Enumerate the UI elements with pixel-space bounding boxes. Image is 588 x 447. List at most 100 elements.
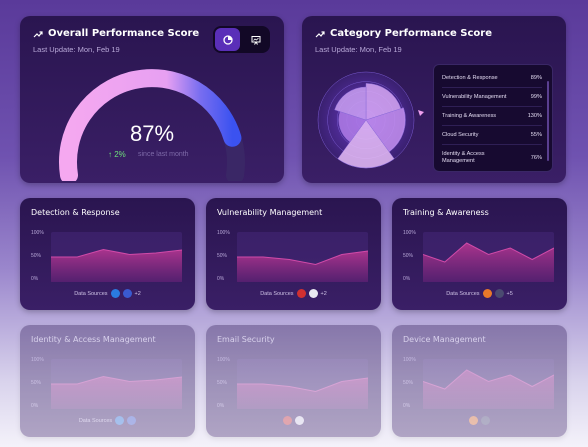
- data-sources-more[interactable]: +5: [506, 290, 513, 297]
- overall-gauge: [59, 69, 245, 181]
- data-sources-label: Data Sources: [446, 290, 480, 297]
- category-name: Detection & Response: [442, 74, 498, 81]
- area-series: [51, 249, 182, 282]
- category-row[interactable]: Cloud Security 55%: [442, 126, 542, 145]
- overall-title-text: Overall Performance Score: [48, 28, 200, 39]
- y-tick-label: 100%: [31, 357, 44, 363]
- y-tick-label: 0%: [217, 403, 225, 409]
- y-tick-label: 100%: [403, 357, 416, 363]
- area-chart-plot: [423, 232, 554, 282]
- category-value: 89%: [530, 75, 542, 81]
- y-tick-label: 100%: [217, 357, 230, 363]
- category-row[interactable]: Training & Awareness 130%: [442, 107, 542, 126]
- data-sources-more[interactable]: +2: [320, 290, 327, 297]
- category-name: Identity & Access Management: [442, 150, 485, 164]
- area-series-line: [423, 242, 554, 263]
- category-chart-card[interactable]: Device Management 100% 50% 0%: [392, 325, 567, 437]
- fox-icon: [469, 416, 478, 425]
- area-series-line: [237, 377, 368, 393]
- category-list[interactable]: Detection & Response 89% Vulnerability Ma…: [433, 64, 553, 172]
- area-series: [423, 243, 554, 282]
- presentation-view-button[interactable]: [243, 28, 268, 51]
- radial-wedge: [365, 107, 406, 153]
- category-name: Training & Awareness: [442, 112, 497, 119]
- area-chart-svg: [237, 377, 368, 409]
- category-value: 55%: [530, 132, 542, 138]
- area-chart-plot: [51, 232, 182, 282]
- badge-icon: [127, 416, 137, 425]
- score-change-note: since last month: [138, 151, 189, 158]
- category-card-title: Category Performance Score: [315, 28, 492, 39]
- data-sources: Data Sources +2: [20, 289, 195, 298]
- area-series-line: [51, 375, 182, 385]
- pointer-icon: [418, 110, 424, 116]
- category-chart-card[interactable]: Detection & Response 100% 50% 0% Data Source…: [20, 198, 195, 310]
- slash-icon: [283, 416, 292, 425]
- category-list-scrollbar[interactable]: [547, 81, 549, 161]
- score-change: ↑ 2%: [108, 150, 126, 159]
- radial-wedge: [337, 119, 395, 169]
- overall-performance-card: Overall Performance Score Last Update: M…: [20, 16, 284, 183]
- data-sources-label: Data Sources: [260, 290, 294, 297]
- radial-wedge: [365, 83, 402, 121]
- data-sources: Data Sources: [20, 416, 195, 425]
- shield-outline-icon: [481, 416, 490, 425]
- area-series: [237, 251, 368, 282]
- area-series-line: [51, 248, 182, 258]
- category-last-update: Last Update: Mon, Feb 19: [315, 45, 402, 54]
- pie-chart-view-button[interactable]: [215, 28, 240, 51]
- y-tick-label: 100%: [403, 230, 416, 236]
- chart-title: Detection & Response: [31, 208, 120, 217]
- category-chart-card[interactable]: Training & Awareness 100% 50% 0% Data Source…: [392, 198, 567, 310]
- data-sources: Data Sources +5: [392, 289, 567, 298]
- area-chart-plot: [237, 359, 368, 409]
- badge-icon: [122, 289, 132, 298]
- data-sources-more[interactable]: +2: [134, 290, 141, 297]
- chart-title: Device Management: [403, 335, 486, 344]
- overall-last-update: Last Update: Mon, Feb 19: [33, 45, 120, 54]
- circle-c-icon: [295, 416, 304, 425]
- area-series-line: [237, 250, 368, 266]
- chart-title: Email Security: [217, 335, 275, 344]
- slash-icon: [296, 289, 306, 298]
- overall-card-title: Overall Performance Score: [33, 28, 199, 39]
- area-chart-svg: [51, 248, 182, 282]
- gauge-fill: [59, 69, 242, 181]
- category-row[interactable]: Vulnerability Management 99%: [442, 88, 542, 107]
- category-row[interactable]: Identity & Access Management 76%: [442, 145, 542, 170]
- radial-wedge: [334, 86, 367, 121]
- y-tick-label: 100%: [31, 230, 44, 236]
- category-value: 130%: [527, 113, 542, 119]
- category-chart-card[interactable]: Identity & Access Management 100% 50% 0% Dat…: [20, 325, 195, 437]
- y-axis: 100% 50% 0%: [217, 231, 230, 300]
- y-tick-label: 0%: [31, 403, 39, 409]
- y-tick-label: 50%: [403, 253, 414, 259]
- y-tick-label: 50%: [31, 253, 42, 259]
- area-chart-svg: [423, 242, 554, 282]
- radial-wedges: [334, 83, 406, 169]
- category-radial-chart: [317, 71, 424, 169]
- category-row[interactable]: Detection & Response 89%: [442, 69, 542, 88]
- y-tick-label: 50%: [403, 380, 414, 386]
- data-sources: [392, 416, 567, 425]
- overall-score-value: 87%: [129, 121, 175, 146]
- area-series: [237, 378, 368, 409]
- trend-up-icon: [315, 30, 325, 37]
- chart-title: Identity & Access Management: [31, 335, 156, 344]
- circle-c-icon: [308, 289, 318, 298]
- y-axis: 100% 50% 0%: [403, 358, 416, 427]
- category-performance-card: Category Performance Score Last Update: …: [302, 16, 566, 183]
- y-tick-label: 50%: [31, 380, 42, 386]
- category-chart-card[interactable]: Email Security 100% 50% 0%: [206, 325, 381, 437]
- area-chart-svg: [423, 369, 554, 409]
- area-chart-svg: [51, 375, 182, 409]
- category-value: 99%: [530, 94, 542, 100]
- area-series-line: [423, 369, 554, 390]
- shield-icon: [110, 289, 120, 298]
- y-axis: 100% 50% 0%: [403, 231, 416, 300]
- category-chart-card[interactable]: Vulnerability Management 100% 50% 0% Data So…: [206, 198, 381, 310]
- chart-title: Vulnerability Management: [217, 208, 323, 217]
- y-axis: 100% 50% 0%: [217, 358, 230, 427]
- area-series: [423, 370, 554, 409]
- data-sources-label: Data Sources: [78, 417, 113, 424]
